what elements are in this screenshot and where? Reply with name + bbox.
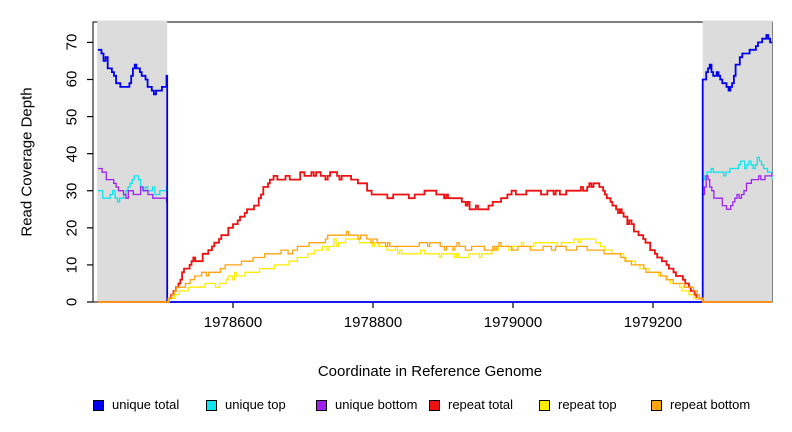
legend-item-unique-top: unique top bbox=[206, 398, 286, 412]
y-tick-label: 20 bbox=[63, 219, 81, 237]
legend-label: repeat bottom bbox=[670, 397, 751, 412]
series-line-unique-total bbox=[97, 34, 772, 303]
legend-swatch-icon bbox=[651, 399, 662, 411]
legend-label: unique top bbox=[225, 397, 286, 412]
x-tick-label: 1978800 bbox=[343, 314, 403, 331]
y-tick-label: 50 bbox=[63, 108, 81, 125]
y-tick-label: 10 bbox=[63, 256, 81, 274]
legend-swatch-icon bbox=[206, 399, 217, 411]
legend-item-repeat-bottom: repeat bottom bbox=[651, 398, 750, 412]
legend-swatch-icon bbox=[539, 399, 550, 411]
y-tick-label: 0 bbox=[63, 297, 81, 307]
legend-label: unique bottom bbox=[335, 397, 418, 412]
legend-item-repeat-total: repeat total bbox=[429, 398, 513, 412]
legend-label: repeat top bbox=[558, 397, 617, 412]
series-line-repeat-top bbox=[97, 238, 772, 303]
x-tick-label: 1979000 bbox=[483, 314, 543, 331]
legend-swatch-icon bbox=[429, 399, 440, 411]
legend-swatch-icon bbox=[316, 399, 327, 411]
series-line-repeat-bottom bbox=[97, 230, 772, 303]
legend-item-unique-total: unique total bbox=[93, 398, 179, 412]
legend-item-repeat-top: repeat top bbox=[539, 398, 617, 412]
series-line-repeat-total bbox=[97, 171, 772, 303]
y-tick-label: 70 bbox=[63, 34, 81, 51]
x-tick-label: 1979200 bbox=[623, 314, 683, 331]
x-tick-label: 1978600 bbox=[203, 314, 263, 331]
legend-item-unique-bottom: unique bottom bbox=[316, 398, 417, 412]
y-tick-label: 40 bbox=[63, 145, 81, 162]
shaded-region-left bbox=[97, 20, 168, 302]
y-tick-label: 30 bbox=[63, 182, 81, 200]
y-axis-title: Read Coverage Depth bbox=[18, 87, 36, 237]
legend-label: unique total bbox=[112, 397, 180, 412]
legend-swatch-icon bbox=[93, 399, 104, 411]
x-axis-title: Coordinate in Reference Genome bbox=[317, 363, 543, 380]
y-tick-label: 60 bbox=[63, 71, 81, 88]
legend-label: repeat total bbox=[448, 397, 514, 412]
